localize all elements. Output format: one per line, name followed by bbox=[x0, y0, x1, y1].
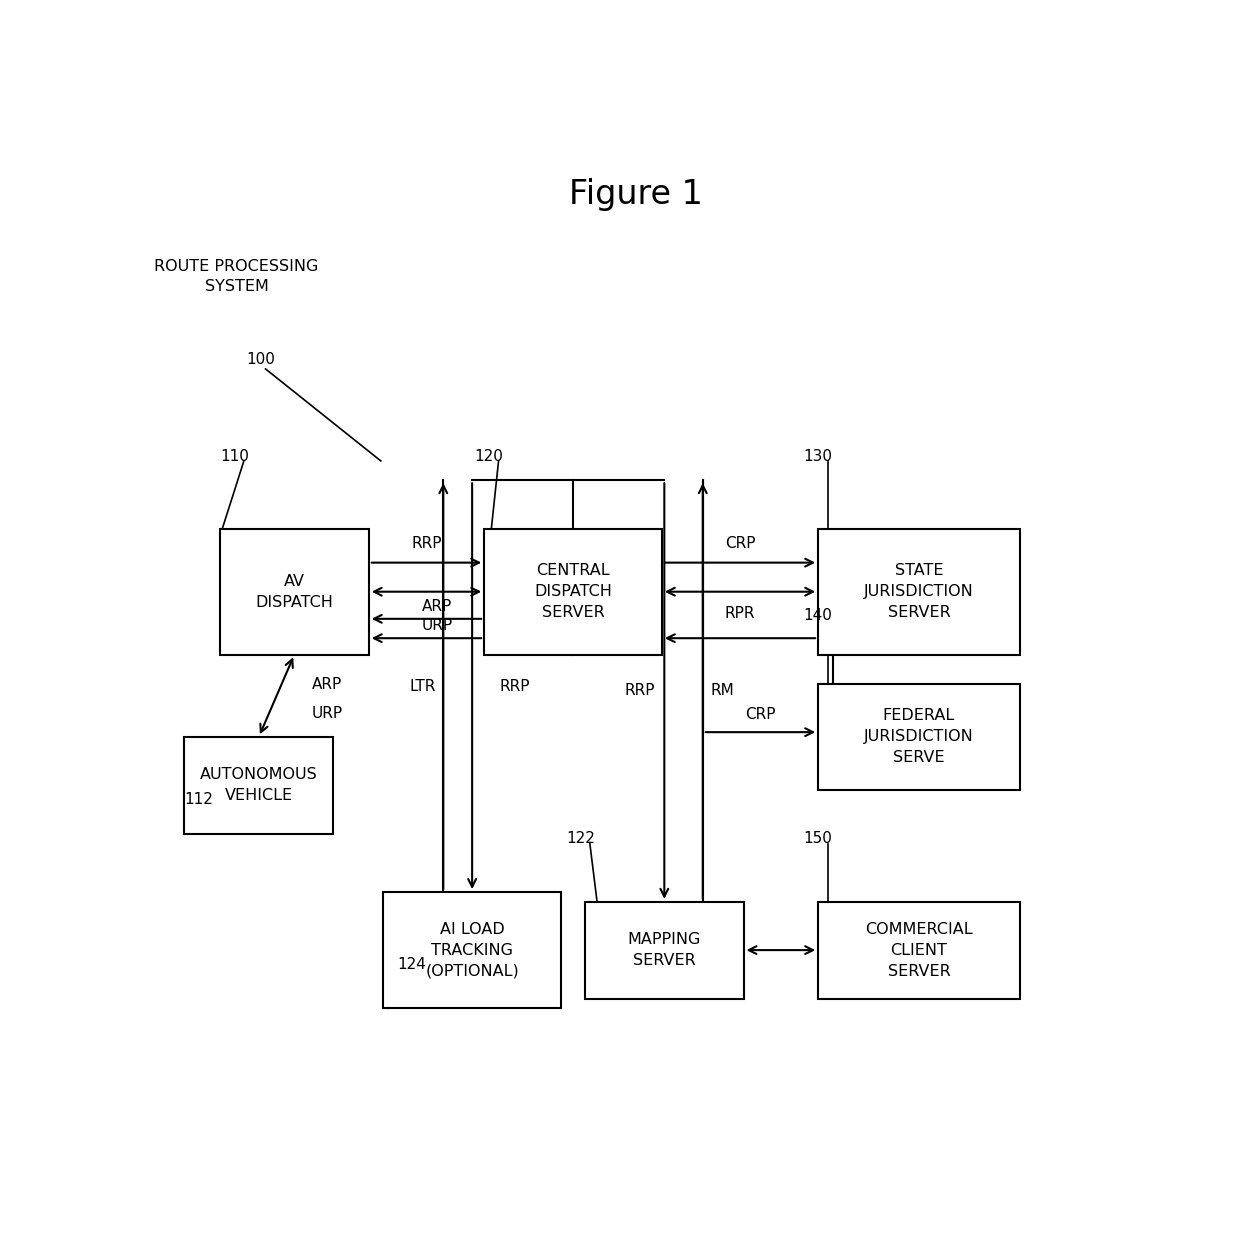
Text: CENTRAL
DISPATCH
SERVER: CENTRAL DISPATCH SERVER bbox=[534, 564, 613, 620]
Text: Figure 1: Figure 1 bbox=[569, 179, 702, 211]
Text: AV
DISPATCH: AV DISPATCH bbox=[255, 574, 334, 610]
Text: 100: 100 bbox=[247, 352, 275, 367]
FancyBboxPatch shape bbox=[219, 528, 368, 654]
FancyBboxPatch shape bbox=[585, 902, 744, 999]
Text: 140: 140 bbox=[804, 609, 832, 624]
FancyBboxPatch shape bbox=[818, 683, 1019, 790]
Text: 120: 120 bbox=[475, 449, 503, 464]
FancyBboxPatch shape bbox=[185, 737, 334, 834]
Text: RRP: RRP bbox=[624, 683, 655, 698]
Text: RPR: RPR bbox=[724, 605, 755, 620]
Text: ARP: ARP bbox=[422, 599, 451, 614]
FancyBboxPatch shape bbox=[484, 528, 662, 654]
Text: STATE
JURISDICTION
SERVER: STATE JURISDICTION SERVER bbox=[864, 564, 973, 620]
Text: URP: URP bbox=[311, 706, 342, 721]
Text: 112: 112 bbox=[185, 793, 213, 808]
Text: LTR: LTR bbox=[409, 678, 435, 693]
Text: MAPPING
SERVER: MAPPING SERVER bbox=[627, 932, 701, 969]
Text: CRP: CRP bbox=[745, 707, 776, 722]
Text: 150: 150 bbox=[804, 832, 832, 847]
Text: AUTONOMOUS
VEHICLE: AUTONOMOUS VEHICLE bbox=[200, 767, 317, 804]
Text: ROUTE PROCESSING
SYSTEM: ROUTE PROCESSING SYSTEM bbox=[155, 259, 319, 294]
Text: RRP: RRP bbox=[412, 536, 441, 551]
FancyBboxPatch shape bbox=[818, 902, 1019, 999]
Text: RRP: RRP bbox=[498, 678, 529, 693]
Text: FEDERAL
JURISDICTION
SERVE: FEDERAL JURISDICTION SERVE bbox=[864, 708, 973, 766]
Text: ARP: ARP bbox=[311, 677, 342, 692]
FancyBboxPatch shape bbox=[383, 892, 560, 1008]
Text: 130: 130 bbox=[804, 449, 833, 464]
Text: CRP: CRP bbox=[724, 536, 755, 551]
Text: 110: 110 bbox=[219, 449, 249, 464]
FancyBboxPatch shape bbox=[818, 528, 1019, 654]
Text: AI LOAD
TRACKING
(OPTIONAL): AI LOAD TRACKING (OPTIONAL) bbox=[425, 922, 520, 979]
Text: RM: RM bbox=[711, 683, 734, 698]
Text: 124: 124 bbox=[398, 957, 427, 972]
Text: URP: URP bbox=[422, 618, 453, 633]
Text: 122: 122 bbox=[565, 832, 595, 847]
Text: COMMERCIAL
CLIENT
SERVER: COMMERCIAL CLIENT SERVER bbox=[866, 922, 973, 979]
